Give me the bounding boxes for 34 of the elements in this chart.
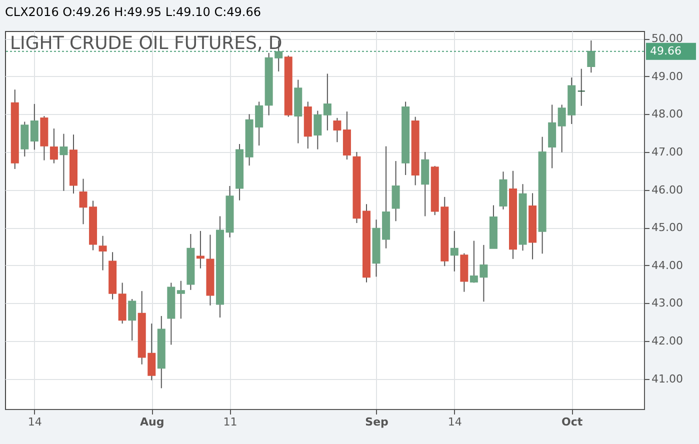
x-tick-label: Sep <box>365 416 389 428</box>
candlestick <box>20 121 29 157</box>
y-tick-label: 46.00 <box>652 183 683 196</box>
y-tick-label: 50.00 <box>652 32 683 46</box>
y-tick-label: 41.00 <box>652 372 683 386</box>
candlestick <box>30 103 38 150</box>
candlestick <box>392 160 400 222</box>
candlestick <box>196 230 204 269</box>
candlestick <box>577 68 586 106</box>
ref-line-label: 49.66 <box>650 44 682 58</box>
y-tick-label: 43.00 <box>652 296 683 310</box>
y-tick-label: 48.00 <box>652 108 683 121</box>
candlestick <box>333 117 342 143</box>
y-tick-label: 44.00 <box>652 258 683 272</box>
x-tick-label: 11 <box>223 416 238 428</box>
x-tick-label: 14 <box>448 416 462 428</box>
candlestick <box>60 133 68 192</box>
chart-title: CLX2016 O:49.26 H:49.95 L:49.10 C:49.66 <box>5 5 261 19</box>
y-tick-label: 47.00 <box>652 145 683 158</box>
candlestick <box>98 235 107 271</box>
candlestick <box>50 128 58 164</box>
candlestick <box>314 110 322 150</box>
x-tick-label: 14 <box>28 416 42 428</box>
candlestick <box>450 230 458 272</box>
chart-subtitle: LIGHT CRUDE OIL FUTURES, D <box>10 33 282 54</box>
x-tick-label: Oct <box>562 416 583 428</box>
y-tick-label: 42.00 <box>652 334 683 348</box>
x-tick-label: Aug <box>140 416 164 428</box>
candlestick <box>323 73 332 131</box>
y-tick-label: 49.00 <box>652 70 683 83</box>
y-tick-label: 45.00 <box>652 221 683 234</box>
candlestick <box>176 280 185 320</box>
candlestick <box>128 298 136 342</box>
candlestick <box>587 40 596 74</box>
